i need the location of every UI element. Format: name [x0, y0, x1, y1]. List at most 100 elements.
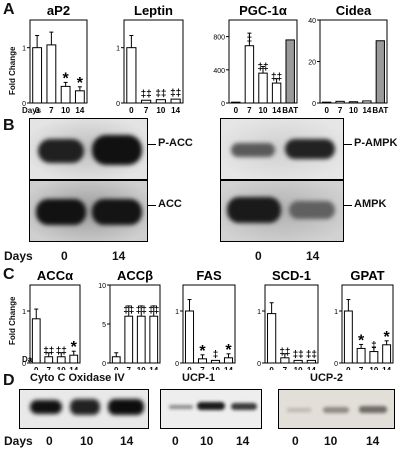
pgc1a-xtick-label: 0 [234, 106, 239, 115]
title-ucp1: UCP-1 [182, 372, 216, 384]
blot-ucp2 [278, 389, 395, 429]
ap2-bar [32, 47, 43, 104]
acc-alpha-xtick-label: 10 [57, 366, 66, 370]
ap2-xtick-label: 7 [49, 106, 54, 115]
d-day-14-b: 14 [236, 434, 250, 448]
scd1-xtick-label: 10 [294, 366, 303, 370]
acc-beta-ytick-label: 10 [98, 283, 106, 290]
label-p-ampk: P-AMPK [354, 137, 398, 149]
fas-sig-mark: * [225, 342, 232, 359]
band [287, 408, 311, 412]
cidea-ytick-label: 20 [308, 60, 316, 67]
ap2-ytick-label: 1 [22, 46, 26, 53]
leptin-bar [141, 99, 152, 104]
pgc1a-title: PGC-1α [239, 3, 287, 18]
ap2-bar [74, 90, 85, 104]
panel-label-a: A [3, 1, 15, 18]
blot-acc [30, 181, 147, 241]
band [197, 402, 225, 410]
acc-beta-bar [111, 356, 121, 364]
pgc1a-xtick-label: 10 [259, 106, 268, 115]
acc-beta-xtick-label: 0 [114, 366, 119, 370]
d-day-14-a: 14 [120, 434, 134, 448]
ap2-xtick-label: 14 [75, 106, 84, 115]
gpat-sig-mark: * [384, 329, 391, 346]
fas-bar [184, 310, 195, 364]
blot-left [29, 118, 148, 242]
scd1-ytick-label: 1 [257, 309, 261, 316]
acc-beta-sig-mark: ‡‡ [123, 305, 134, 316]
gpat-xtick-label: 7 [359, 366, 364, 370]
band [36, 199, 86, 225]
band [231, 143, 275, 157]
acc-beta-bar [124, 315, 134, 364]
band [323, 407, 349, 413]
fas-chart: FAS0107*10‡14* [175, 268, 236, 370]
acc-alpha-bar [31, 318, 41, 364]
d-day-0-b: 0 [172, 434, 179, 448]
cidea-bar [348, 101, 359, 104]
fas-xtick-label: 7 [200, 366, 205, 370]
panel-c-charts: ACCα0107‡‡10‡‡14*ACCβ051007‡‡10‡‡14‡‡FAS… [22, 268, 394, 370]
fas-xtick-label: 0 [187, 366, 192, 370]
blot-p-acc [30, 119, 147, 179]
band [108, 399, 144, 415]
band [92, 199, 142, 225]
fas-sig-mark: ‡ [213, 349, 219, 360]
scd1-bar [293, 359, 303, 364]
pgc1a-sig-mark: ‡ [247, 35, 253, 46]
band [38, 139, 84, 163]
acc-beta-xtick-label: 7 [127, 366, 132, 370]
leptin-bar [155, 99, 166, 104]
gpat-sig-mark: ‡ [371, 341, 377, 352]
pgc1a-sig-mark: ‡‡ [257, 62, 268, 73]
acc-beta-xtick-label: 14 [149, 366, 158, 370]
cidea-ytick-label: 0 [312, 101, 316, 108]
gpat-bar [356, 347, 366, 364]
label-acc: ACC [158, 198, 182, 210]
pgc1a-bar [231, 101, 241, 104]
pgc1a-sig-mark: ‡‡ [271, 72, 282, 83]
ap2-xtick-label: 0 [35, 106, 40, 115]
band [231, 403, 257, 410]
blot-cyto-c-oxidase [19, 389, 149, 429]
ap2-xtick-label: 10 [61, 106, 70, 115]
scd1-title: SCD-1 [272, 268, 311, 283]
acc-alpha-ytick-label: 1 [22, 309, 26, 316]
d-day-10-a: 10 [80, 434, 94, 448]
leptin-plot-frame [123, 19, 184, 104]
cidea-bar [335, 100, 345, 104]
acc-beta-ytick-label: 5 [102, 322, 106, 329]
cidea-xtick-label: 0 [324, 106, 329, 115]
ap2-sig-mark: * [63, 70, 70, 87]
band [289, 201, 335, 219]
cidea-bar [362, 100, 372, 104]
d-day-14-c: 14 [366, 434, 380, 448]
gpat-sig-mark: * [358, 332, 365, 349]
leptin-bar [170, 98, 181, 104]
pgc1a-ytick-label: 0 [221, 101, 225, 108]
band [169, 405, 193, 409]
blot-ampk [221, 181, 343, 241]
fas-xtick-label: 10 [211, 366, 220, 370]
cidea-xtick-label: 10 [349, 106, 358, 115]
cidea-title: Cidea [336, 3, 372, 18]
day-0-left: 0 [61, 249, 68, 263]
acc-alpha-xtick-label: 7 [47, 366, 52, 370]
acc-alpha-title: ACCα [37, 268, 73, 283]
cidea-bar [322, 101, 332, 104]
day-14-left: 14 [112, 249, 126, 263]
cidea-bar [375, 40, 385, 104]
d-day-0-a: 0 [46, 434, 53, 448]
acc-beta-title: ACCβ [117, 268, 153, 283]
acc-alpha-sig-mark: * [71, 339, 78, 356]
gpat-bar [382, 344, 392, 364]
scd1-bar [280, 357, 290, 364]
leptin-bar [126, 47, 137, 104]
panel-label-b: B [3, 117, 15, 134]
gpat-ytick-label: 0 [334, 361, 338, 368]
